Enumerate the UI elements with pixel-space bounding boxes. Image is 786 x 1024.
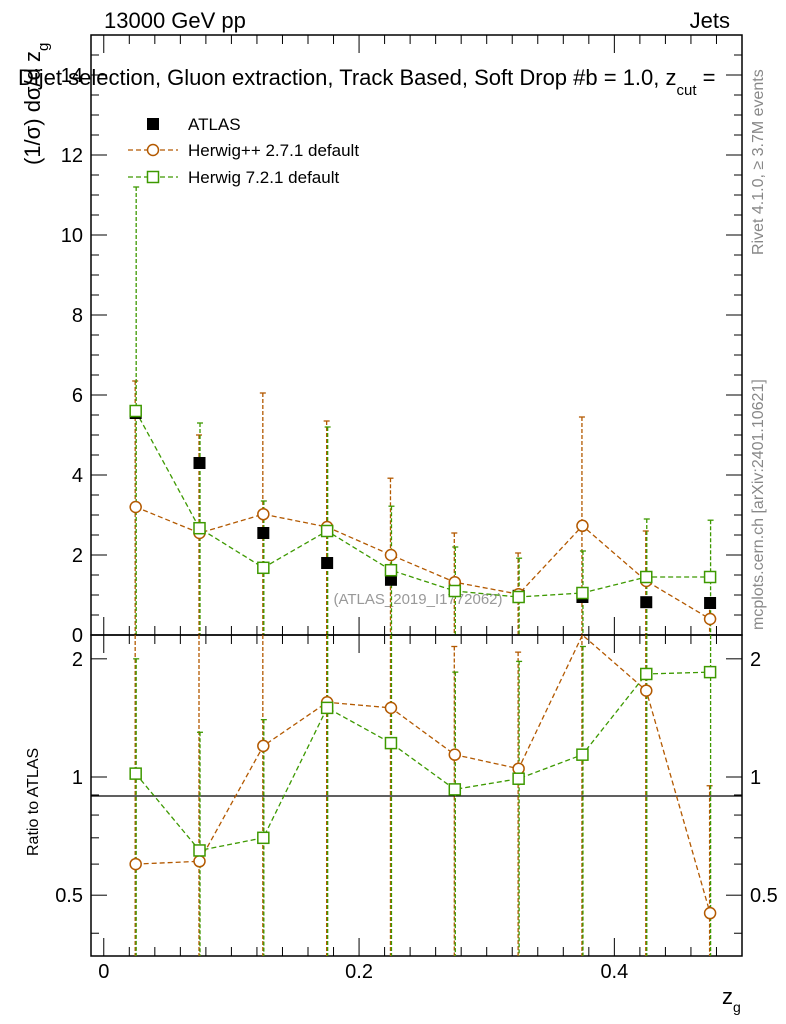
herwig7-ratio-point <box>257 831 270 845</box>
atlas-point <box>321 557 334 569</box>
mcplots-label: mcplots.cern.ch [arXiv:2401.10621] <box>750 379 767 630</box>
herwigpp-ratio-point <box>257 739 270 753</box>
herwig7-point <box>384 563 398 577</box>
legend-herwig7-marker <box>146 170 160 184</box>
ratio-panel: 0.5 0.5 1 1 2 2 0 0.2 0.4 <box>55 633 778 983</box>
herwigpp-ratio-point <box>703 906 717 920</box>
herwigpp-point <box>703 612 717 626</box>
legend-atlas-label: ATLAS <box>188 115 241 134</box>
plot-title-tail: = <box>697 65 716 90</box>
y-axis-label: (1/σ) dσ/d zg <box>20 43 52 165</box>
herwig7-point <box>129 404 142 418</box>
y-axis-label-main: (1/σ) dσ/d z <box>20 51 45 165</box>
ratio-tick-label-right: 1 <box>750 767 761 789</box>
legend-atlas-marker <box>147 118 159 130</box>
x-axis-label: zg <box>722 984 741 1015</box>
ratio-tick-label: 1 <box>72 767 83 789</box>
legend-herwigpp-marker <box>146 143 160 157</box>
legend-herwig7-label: Herwig 7.2.1 default <box>188 168 339 187</box>
herwig7-ratio-point <box>448 783 462 796</box>
ratio-y-axis-label: Ratio to ATLAS <box>25 748 42 856</box>
energy-label: 13000 GeV pp <box>104 8 246 33</box>
main-panel: 0 2 4 6 8 10 12 14 (ATLAS_2019_I1772062) <box>61 34 743 647</box>
ratio-tick-label: 0.5 <box>55 885 83 907</box>
herwigpp-ratio-point <box>384 701 398 715</box>
plot-title-sub: cut <box>677 82 698 99</box>
herwig7-ratio-line <box>135 671 711 852</box>
herwigpp-ratio-point <box>640 684 653 697</box>
atlas-point <box>384 573 397 586</box>
herwig7-ratio-point <box>384 736 398 750</box>
herwigpp-series-line <box>135 506 711 620</box>
y-tick-label: 6 <box>72 385 83 407</box>
x-axis-label-sub: g <box>733 999 741 1015</box>
y-tick-label: 14 <box>61 65 83 87</box>
herwig7-series-line <box>135 410 711 598</box>
y-tick-label: 2 <box>72 545 83 567</box>
legend-herwigpp-label: Herwig++ 2.7.1 default <box>188 141 359 160</box>
herwigpp-ratio-point <box>448 748 462 761</box>
ratio-tick-label: 2 <box>72 649 83 671</box>
herwig7-point <box>512 590 525 604</box>
y-tick-label: 8 <box>72 305 83 327</box>
herwig7-point <box>193 521 206 535</box>
herwig7-point <box>257 561 270 575</box>
plot-title-main: Dijet selection, Gluon extraction, Track… <box>18 65 677 90</box>
herwigpp-ratio-line <box>135 633 711 914</box>
herwig7-point <box>640 570 653 584</box>
atlas-point <box>640 596 653 609</box>
y-tick-label: 12 <box>61 145 83 167</box>
x-axis-label-main: z <box>722 984 733 1009</box>
herwigpp-point <box>257 507 270 521</box>
herwig7-ratio-point <box>512 772 525 785</box>
x-tick-label: 0.4 <box>600 961 628 983</box>
herwigpp-point <box>129 500 142 514</box>
herwigpp-ratio-point <box>193 855 206 868</box>
herwig7-point <box>576 586 589 600</box>
herwig7-point <box>703 570 717 584</box>
watermark: (ATLAS_2019_I1772062) <box>333 591 502 608</box>
rivet-label: Rivet 4.1.0, ≥ 3.7M events <box>750 69 767 255</box>
plot-title: Dijet selection, Gluon extraction, Track… <box>18 65 715 99</box>
x-tick-label: 0.2 <box>345 961 373 983</box>
x-tick-label: 0 <box>98 961 109 983</box>
herwig7-point <box>320 524 334 538</box>
herwigpp-ratio-point <box>129 857 142 871</box>
ratio-tick-label-right: 2 <box>750 649 761 671</box>
y-tick-label: 4 <box>72 465 83 487</box>
herwigpp-point <box>576 519 589 533</box>
atlas-point <box>193 457 206 469</box>
y-axis-label-sub: g <box>35 43 52 51</box>
y-tick-label: 10 <box>61 225 83 247</box>
y-tick-label: 0 <box>72 625 83 647</box>
atlas-point <box>257 527 270 539</box>
herwig7-ratio-point <box>129 767 142 780</box>
atlas-point <box>704 597 717 609</box>
herwig7-ratio-point <box>320 701 334 715</box>
herwig7-ratio-point <box>193 844 206 857</box>
herwigpp-point <box>384 548 398 562</box>
category-label: Jets <box>690 8 730 33</box>
herwig7-ratio-point <box>703 665 717 679</box>
herwig7-ratio-point <box>640 667 653 681</box>
herwig7-point <box>448 584 462 598</box>
herwig7-ratio-point <box>576 748 589 761</box>
legend: ATLAS Herwig++ 2.7.1 default Herwig 7.2.1 … <box>128 115 359 187</box>
ratio-tick-label-right: 0.5 <box>750 885 778 907</box>
